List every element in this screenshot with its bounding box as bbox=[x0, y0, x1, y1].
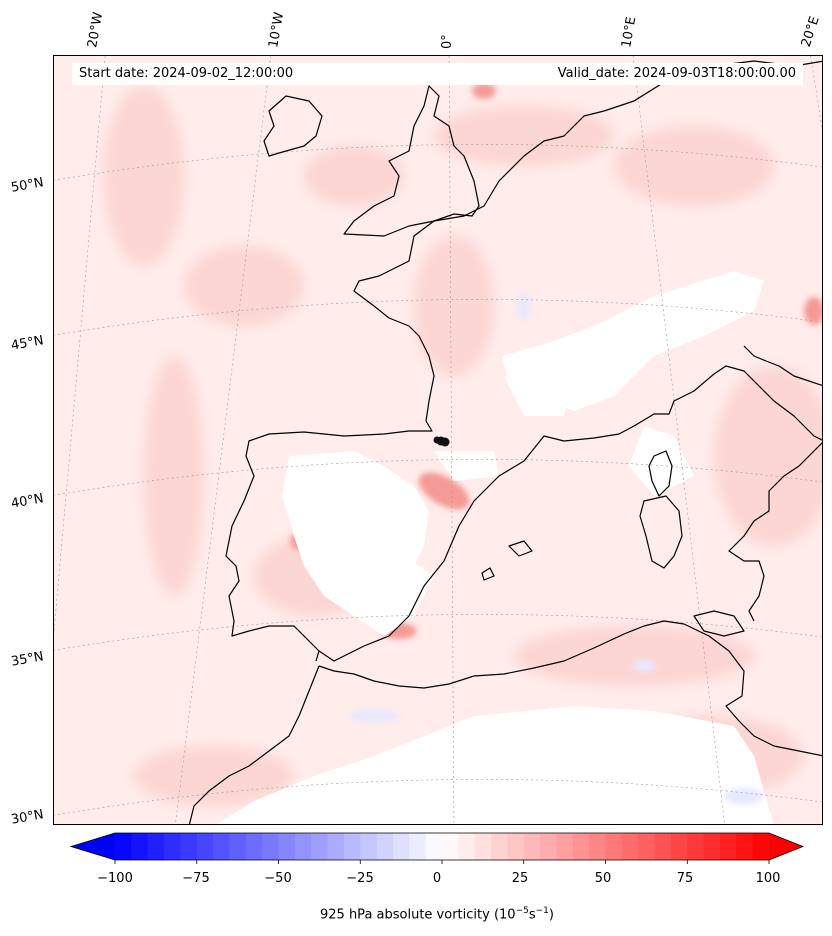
lon-label-0: 0° bbox=[440, 34, 455, 49]
colorbar-cell bbox=[621, 833, 639, 860]
lon-label-10e: 10°E bbox=[619, 15, 640, 49]
lat-label-40n: 40°N bbox=[9, 491, 45, 512]
negative-vorticity-specks bbox=[349, 292, 764, 804]
colorbar-cell bbox=[229, 833, 247, 860]
colorbar-cell bbox=[131, 833, 149, 860]
colorbar-cell bbox=[196, 833, 214, 860]
coastlines bbox=[188, 60, 822, 824]
colorbar-cell bbox=[670, 833, 688, 860]
colorbar-cell bbox=[605, 833, 623, 860]
start-date-label: Start date: 2024-09-02_12:00:00 bbox=[79, 66, 294, 81]
map-panel bbox=[53, 55, 823, 825]
lon-label-20e: 20°E bbox=[798, 14, 823, 50]
lat-label-35n: 35°N bbox=[9, 649, 45, 670]
colorbar-cell bbox=[572, 833, 590, 860]
colorbar-extend-low bbox=[71, 833, 115, 860]
colorbar-cell bbox=[392, 833, 410, 860]
colorbar-cell bbox=[343, 833, 361, 860]
colorbar-cell bbox=[736, 833, 754, 860]
colorbar-cell bbox=[409, 833, 427, 860]
colorbar-cell bbox=[180, 833, 198, 860]
colorbar-cell bbox=[556, 833, 574, 860]
lon-label-20w: 20°W bbox=[85, 11, 107, 50]
colorbar-cell bbox=[360, 833, 378, 860]
lon-label-10w: 10°W bbox=[266, 11, 288, 50]
colorbar-cell bbox=[491, 833, 508, 860]
colorbar-cell bbox=[752, 833, 770, 860]
storm-centre-marker bbox=[433, 436, 450, 447]
colorbar-cell bbox=[327, 833, 345, 860]
colorbar-cell bbox=[458, 833, 476, 860]
colorbar-tick-label: −50 bbox=[264, 871, 292, 886]
colorbar-tick-label: −75 bbox=[182, 871, 210, 886]
colorbar-cell bbox=[638, 833, 656, 860]
colorbar-cell bbox=[376, 833, 394, 860]
colorbar-cell bbox=[425, 833, 443, 860]
colorbar-ticks bbox=[114, 860, 770, 864]
colorbar-tick-label: 50 bbox=[594, 871, 612, 886]
colorbar-cell bbox=[687, 833, 705, 860]
lat-label-45n: 45°N bbox=[9, 333, 45, 354]
colorbar-cell bbox=[523, 833, 541, 860]
colorbar-cells bbox=[70, 832, 804, 861]
vorticity-field-map bbox=[54, 56, 822, 824]
colorbar-extend-high bbox=[769, 833, 803, 860]
valid-date-label: Valid_date: 2024-09-03T18:00:00.00 bbox=[557, 66, 796, 81]
colorbar-tick-label: 100 bbox=[755, 871, 781, 886]
colorbar-cell bbox=[589, 833, 607, 860]
lat-label-30n: 30°N bbox=[9, 807, 45, 828]
colorbar-cell bbox=[311, 833, 329, 860]
lat-label-50n: 50°N bbox=[9, 175, 45, 196]
colorbar-cell bbox=[294, 833, 312, 860]
graticule bbox=[54, 56, 822, 824]
colorbar-cell bbox=[147, 833, 165, 860]
colorbar-cell bbox=[474, 833, 492, 860]
near-zero-vorticity-regions bbox=[217, 271, 774, 824]
colorbar-cell bbox=[654, 833, 672, 860]
colorbar-cell bbox=[262, 833, 280, 860]
colorbar-cell bbox=[278, 833, 296, 860]
colorbar-tick-label: −25 bbox=[346, 871, 374, 886]
colorbar-cell bbox=[115, 833, 132, 860]
colorbar-cell bbox=[703, 833, 721, 860]
header-strip bbox=[72, 63, 803, 85]
positive-vorticity-patches bbox=[104, 86, 822, 806]
colorbar-cell bbox=[245, 833, 263, 860]
colorbar-cell bbox=[213, 833, 231, 860]
colorbar-cell bbox=[507, 833, 525, 860]
colorbar-tick-label: −100 bbox=[97, 871, 133, 886]
colorbar-tick-label: 0 bbox=[432, 871, 442, 886]
colorbar-cell bbox=[719, 833, 737, 860]
colorbar bbox=[70, 832, 804, 864]
colorbar-title: 925 hPa absolute vorticity (10−5s−1) bbox=[320, 906, 554, 923]
colorbar-cell bbox=[442, 833, 459, 860]
colorbar-cell bbox=[540, 833, 558, 860]
colorbar-cell bbox=[164, 833, 181, 860]
colorbar-tick-label: 25 bbox=[511, 871, 529, 886]
colorbar-tick-label: 75 bbox=[676, 871, 694, 886]
